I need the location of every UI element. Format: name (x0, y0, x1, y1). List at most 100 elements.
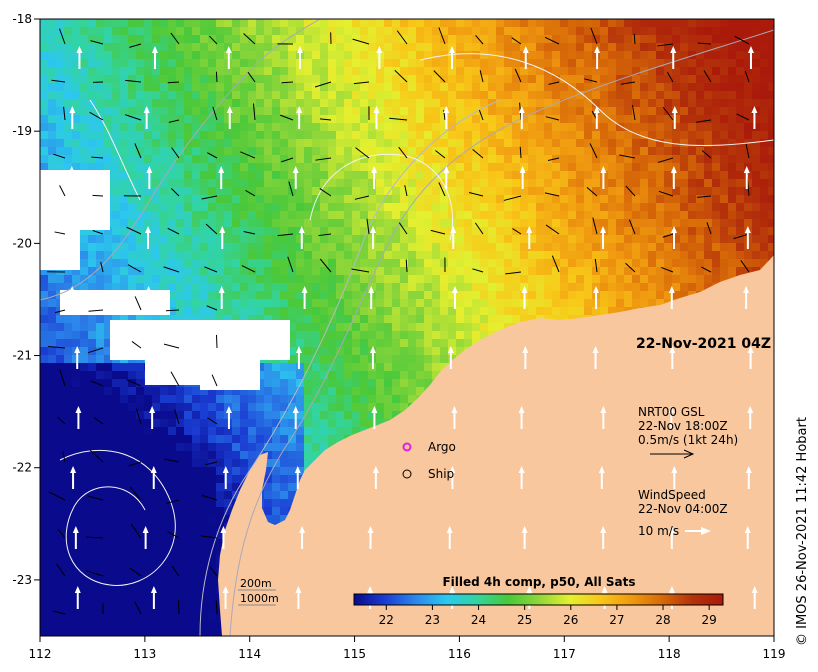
wind-vector-head (150, 586, 157, 593)
current-time-label: 22-Nov 18:00Z (638, 419, 728, 433)
wind-vector-head (451, 286, 458, 293)
current-vector (216, 334, 218, 349)
wind-vector-head (294, 466, 301, 473)
current-vector (433, 70, 446, 83)
current-vector (733, 233, 750, 240)
wind-vector-head (372, 466, 379, 473)
contour-200m-label: 200m (240, 577, 272, 590)
no-data-patch (40, 230, 80, 270)
current-vector (548, 81, 560, 85)
wind-vector-head (296, 106, 303, 113)
current-vector (48, 491, 66, 501)
current-vector (88, 309, 104, 312)
wind-vector-head (601, 586, 608, 593)
lat-tick-label: -22 (12, 461, 32, 475)
current-vector (129, 43, 142, 48)
wind-vector-head (376, 46, 383, 53)
wind-vector-head (292, 406, 299, 413)
current-source-label: NRT00 GSL (638, 405, 705, 419)
current-vector (63, 106, 66, 121)
current-vector (468, 191, 484, 197)
current-vector (511, 37, 522, 45)
current-vector (590, 27, 598, 45)
wind-vector-head (668, 286, 675, 293)
current-vector (57, 529, 66, 539)
current-vector (697, 42, 712, 45)
wind-vector-head (600, 226, 607, 233)
wind-vector-head (449, 586, 456, 593)
wind-vector-head (747, 406, 754, 413)
wind-vector-head (668, 526, 675, 533)
current-vector (277, 233, 294, 237)
current-vector (701, 150, 712, 159)
current-vector (90, 380, 104, 387)
current-vector (54, 231, 66, 235)
wind-vector-head (671, 226, 678, 233)
current-vector (134, 143, 142, 159)
platform-legend: Argo Ship (402, 440, 456, 481)
wind-vector-head (668, 586, 675, 593)
current-vector (125, 79, 142, 83)
current-vector (519, 146, 522, 159)
wind-vector-head (522, 346, 529, 353)
map-area (40, 19, 774, 636)
current-vector (657, 157, 674, 163)
current-vector (662, 233, 674, 238)
colorbar-tick-label: 28 (655, 613, 670, 627)
wind-vector-head (218, 286, 225, 293)
current-vector (287, 256, 294, 273)
current-vector (51, 79, 66, 83)
current-vector (355, 147, 370, 159)
current-vector (589, 143, 598, 159)
current-vector (57, 416, 66, 425)
ship-label: Ship (428, 467, 454, 481)
current-vector (545, 116, 560, 121)
lon-tick-label: 113 (133, 647, 156, 661)
current-vector (59, 28, 66, 45)
current-vector (514, 68, 522, 83)
wind-vector-head (449, 466, 456, 473)
current-vector (243, 33, 256, 45)
wind-vector-head (671, 106, 678, 113)
no-data-patch (60, 290, 170, 315)
land-mass (218, 255, 774, 636)
current-vector (129, 567, 142, 577)
current-vector (703, 70, 712, 83)
wind-vector-head (301, 286, 308, 293)
current-vector (288, 181, 294, 197)
wind-vector-head (371, 406, 378, 413)
current-vector (174, 409, 180, 425)
current-vector (62, 451, 66, 463)
lat-tick-label: -18 (12, 12, 32, 26)
no-data-patch (200, 360, 260, 390)
current-vector (544, 36, 560, 45)
wind-vector-head (447, 346, 454, 353)
wind-vector-head (747, 346, 754, 353)
colorbar-tick-label: 25 (517, 613, 532, 627)
current-vector (85, 570, 104, 577)
wind-vector-head (370, 226, 377, 233)
current-vector (318, 233, 332, 237)
current-vector (475, 35, 484, 45)
current-vector (353, 81, 370, 85)
wind-vector-head (451, 406, 458, 413)
no-data-patch (40, 170, 110, 230)
wind-vector-head (743, 166, 750, 173)
current-legend: NRT00 GSL 22-Nov 18:00Z 0.5m/s (1kt 24h) (638, 405, 738, 459)
colorbar-title: Filled 4h comp, p50, All Sats (442, 575, 635, 589)
current-vector (207, 152, 218, 159)
current-vector (430, 229, 446, 235)
wind-vector-head (744, 526, 751, 533)
current-vector (168, 119, 180, 123)
current-vector (135, 408, 142, 425)
current-vector (740, 259, 750, 273)
current-scale-label: 0.5m/s (1kt 24h) (638, 433, 738, 447)
wind-vector-head (367, 526, 374, 533)
bathymetry-legend: 200m 1000m (238, 577, 279, 606)
current-vector (89, 449, 104, 463)
wind-vector-head (295, 346, 302, 353)
wind-vector-head (371, 166, 378, 173)
current-vector (551, 255, 560, 273)
current-vector (666, 71, 674, 83)
